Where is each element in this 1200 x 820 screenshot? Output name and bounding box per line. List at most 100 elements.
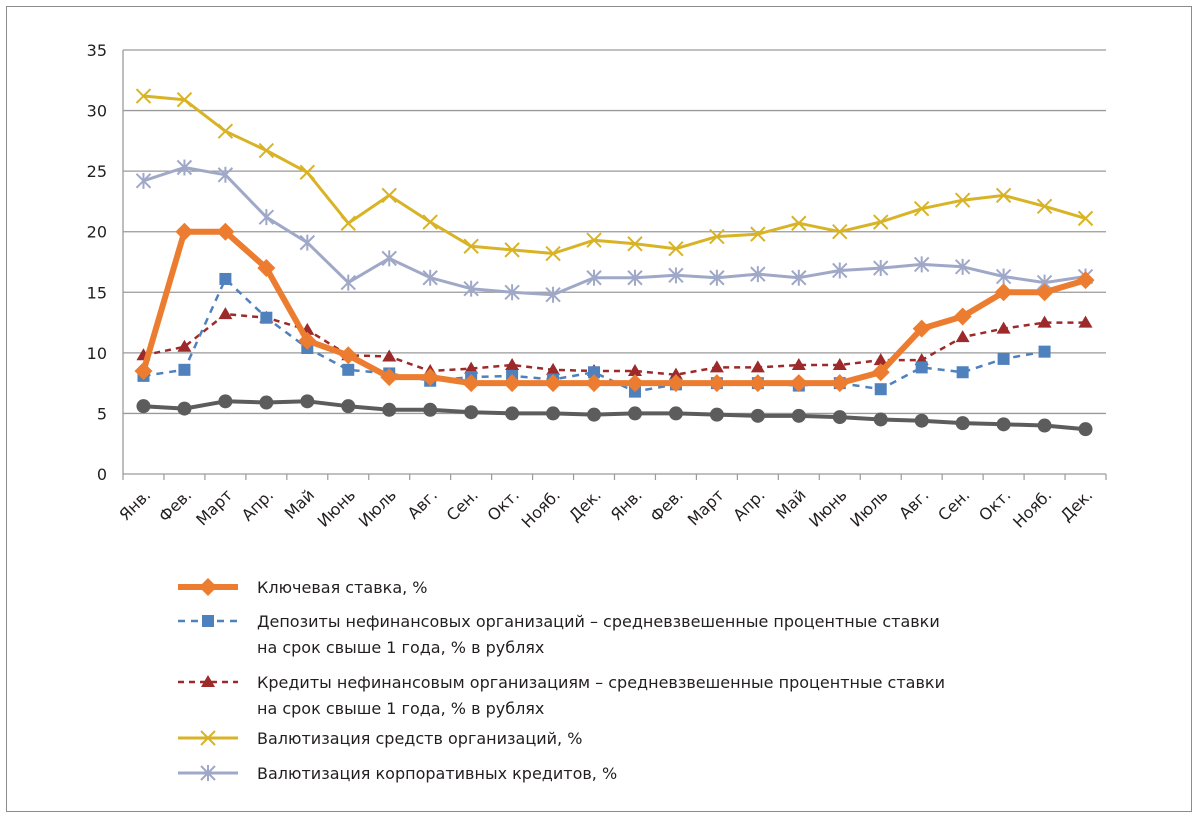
data-point bbox=[996, 417, 1011, 432]
y-tick-label: 20 bbox=[87, 223, 107, 242]
data-point bbox=[546, 362, 561, 375]
data-point bbox=[216, 222, 235, 241]
y-tick-label: 0 bbox=[97, 465, 107, 484]
data-point bbox=[789, 374, 808, 393]
data-point bbox=[832, 224, 848, 240]
x-tick-label: Нояб. bbox=[1009, 485, 1055, 531]
x-tick-label: Фев. bbox=[646, 485, 686, 525]
data-point bbox=[750, 266, 766, 283]
x-tick-label: Сен. bbox=[443, 485, 482, 524]
data-point bbox=[505, 357, 520, 370]
data-point bbox=[748, 374, 767, 393]
data-point bbox=[709, 269, 725, 286]
data-point bbox=[259, 395, 274, 410]
data-point bbox=[423, 402, 438, 417]
data-point bbox=[956, 366, 969, 379]
data-point bbox=[1078, 315, 1093, 328]
x-tick-label: Июнь bbox=[314, 485, 359, 530]
legend-item-key_rate: Ключевая ставка, % bbox=[178, 578, 428, 597]
data-point bbox=[464, 361, 479, 374]
data-point bbox=[177, 339, 192, 352]
series-key_rate bbox=[134, 222, 1095, 393]
x-tick-label: Март bbox=[684, 485, 728, 529]
data-point bbox=[1037, 315, 1052, 328]
data-point bbox=[668, 240, 684, 257]
data-point bbox=[217, 166, 234, 183]
data-point bbox=[585, 374, 604, 393]
data-point bbox=[873, 214, 889, 230]
data-point bbox=[709, 228, 725, 245]
data-point bbox=[464, 405, 479, 420]
x-tick-label: Июль bbox=[846, 485, 891, 530]
data-point bbox=[913, 200, 930, 217]
y-axis-ticks: 0 5 10 15 20 25 30 35 bbox=[87, 41, 107, 484]
data-point bbox=[709, 360, 724, 373]
data-point bbox=[627, 236, 643, 252]
data-point bbox=[627, 269, 643, 286]
data-point bbox=[300, 394, 315, 409]
data-point bbox=[178, 363, 191, 376]
data-point bbox=[176, 159, 193, 176]
data-point bbox=[996, 321, 1011, 334]
data-point bbox=[258, 209, 275, 226]
x-tick-label: Янв. bbox=[607, 485, 646, 524]
legend-swatch-marker bbox=[199, 578, 217, 596]
data-point bbox=[707, 374, 726, 393]
data-point bbox=[219, 272, 232, 285]
y-tick-label: 5 bbox=[97, 404, 107, 423]
series-line bbox=[143, 166, 1086, 297]
x-tick-label: Апр. bbox=[238, 485, 277, 524]
legend-label: Ключевая ставка, % bbox=[257, 578, 428, 597]
data-point bbox=[136, 399, 151, 414]
legend-item-fx_orgs: Валютизация средств организаций, % bbox=[178, 729, 582, 748]
data-point bbox=[342, 363, 355, 376]
data-point bbox=[298, 331, 317, 350]
x-tick-label: Нояб. bbox=[518, 485, 564, 531]
data-point bbox=[953, 307, 972, 326]
data-point bbox=[913, 256, 930, 273]
series-line bbox=[143, 94, 1086, 255]
x-tick-label: Дек. bbox=[565, 485, 605, 525]
data-point bbox=[260, 311, 273, 324]
x-tick-label: Июнь bbox=[805, 485, 850, 530]
legend-label: Кредиты нефинансовым организациям – сред… bbox=[257, 673, 945, 692]
data-point bbox=[504, 284, 520, 301]
data-point bbox=[422, 214, 438, 230]
data-point bbox=[750, 408, 765, 423]
data-point bbox=[709, 407, 724, 422]
data-point bbox=[1078, 422, 1093, 437]
data-point bbox=[176, 91, 193, 108]
data-point bbox=[1038, 345, 1051, 358]
data-point bbox=[341, 399, 356, 414]
data-point bbox=[505, 406, 520, 421]
data-point bbox=[955, 330, 970, 343]
legend-label: Валютизация корпоративных кредитов, % bbox=[257, 764, 617, 783]
data-point bbox=[382, 402, 397, 417]
series-fx_orgs bbox=[135, 88, 1094, 262]
data-point bbox=[257, 259, 276, 278]
data-point bbox=[871, 363, 890, 382]
y-tick-label: 10 bbox=[87, 344, 107, 363]
x-tick-label: Сен. bbox=[934, 485, 973, 524]
data-point bbox=[791, 215, 807, 231]
x-tick-label: Авг. bbox=[895, 485, 932, 522]
y-tick-label: 30 bbox=[87, 102, 107, 121]
data-point bbox=[421, 368, 440, 387]
data-point bbox=[504, 242, 520, 258]
data-point bbox=[914, 413, 929, 428]
data-point bbox=[1077, 210, 1094, 227]
legend-label: на срок свыше 1 года, % в рублях bbox=[257, 638, 544, 657]
data-point bbox=[463, 280, 479, 297]
data-point bbox=[135, 172, 152, 189]
x-tick-label: Июль bbox=[355, 485, 400, 530]
data-point bbox=[995, 268, 1012, 285]
legend-label: на срок свыше 1 года, % в рублях bbox=[257, 699, 544, 718]
data-point bbox=[299, 164, 316, 181]
data-point bbox=[546, 406, 561, 421]
series-layer bbox=[134, 88, 1095, 437]
data-point bbox=[381, 250, 397, 267]
data-point bbox=[218, 307, 233, 320]
data-point bbox=[340, 274, 356, 291]
data-point bbox=[832, 262, 848, 279]
data-point bbox=[994, 283, 1013, 302]
